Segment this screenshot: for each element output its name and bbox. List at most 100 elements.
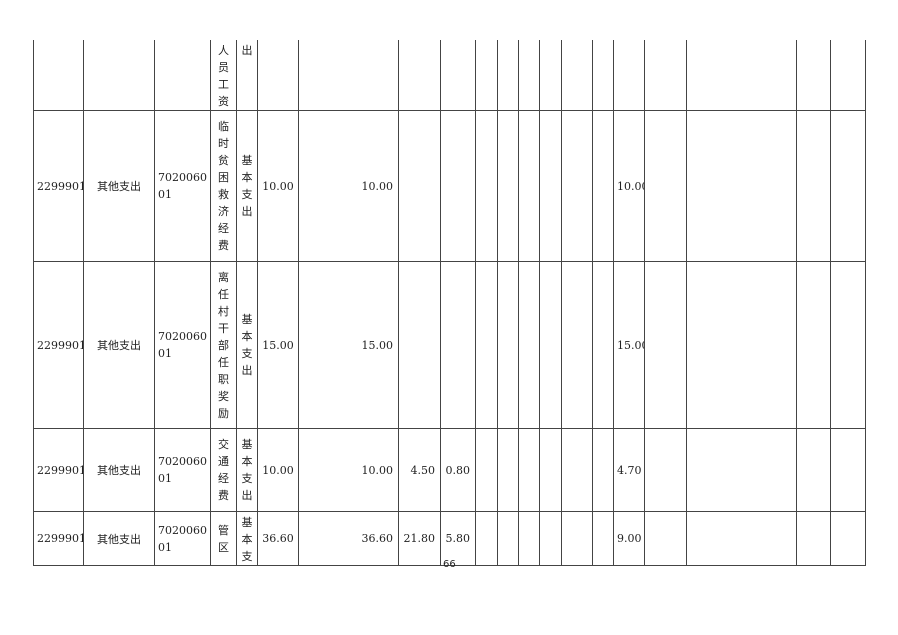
table-row: 2299901 其他支出 702006001 离任村干部任职奖励 基本支出 15.00 15… — [33, 261, 866, 429]
amount-cell — [257, 40, 299, 111]
amount-cell: 10.00 — [613, 110, 645, 262]
subject-name-cell: 其他支出 — [83, 110, 155, 262]
subject-code-cell: 2299901 — [33, 428, 84, 512]
amount-cell — [644, 40, 687, 111]
amount-cell — [561, 261, 593, 429]
amount-cell: 21.80 — [398, 511, 441, 566]
amount-cell — [475, 511, 498, 566]
amount-cell — [475, 110, 498, 262]
subject-name-cell: 其他支出 — [83, 261, 155, 429]
amount-cell — [518, 261, 540, 429]
amount-cell: 15.00 — [613, 261, 645, 429]
amount-cell: 4.50 — [398, 428, 441, 512]
amount-cell: 4.70 — [613, 428, 645, 512]
amount-cell — [796, 511, 831, 566]
amount-cell — [539, 40, 562, 111]
item-name-cell: 离任村干部任职奖励 — [210, 261, 237, 429]
amount-cell — [539, 261, 562, 429]
amount-cell: 15.00 — [298, 261, 399, 429]
amount-cell — [561, 40, 593, 111]
amount-cell — [497, 40, 519, 111]
amount-cell — [398, 110, 441, 262]
subject-code-cell: 2299901 — [33, 511, 84, 566]
item-name-cell-text: 管区 — [218, 523, 229, 554]
amount-cell — [644, 428, 687, 512]
item-name-cell-text: 人员工资 — [218, 44, 229, 108]
amount-cell — [497, 428, 519, 512]
amount-cell: 36.60 — [257, 511, 299, 566]
amount-cell — [796, 40, 831, 111]
expense-type-cell: 基本支出 — [236, 110, 258, 262]
expense-type-cell-text: 基本支出 — [241, 313, 253, 377]
amount-cell — [398, 261, 441, 429]
subject-name-cell — [83, 40, 155, 111]
subject-name-cell: 其他支出 — [83, 428, 155, 512]
expense-type-cell-text: 基本支出 — [241, 438, 253, 502]
table-row: 2299901 其他支出 702006001 临时贫困救济经费 基本支出 10.00 10.… — [33, 110, 866, 262]
amount-cell — [830, 428, 866, 512]
project-code-cell — [154, 40, 211, 111]
amount-cell — [398, 40, 441, 111]
amount-cell — [686, 511, 797, 566]
subject-code-cell: 2299901 — [33, 261, 84, 429]
amount-cell — [592, 428, 614, 512]
amount-cell — [686, 261, 797, 429]
amount-cell — [830, 511, 866, 566]
amount-cell: 10.00 — [298, 428, 399, 512]
amount-cell — [440, 110, 476, 262]
amount-cell — [497, 110, 519, 262]
amount-cell — [613, 40, 645, 111]
amount-cell — [796, 428, 831, 512]
amount-cell — [475, 261, 498, 429]
table-row: 人员工资 出 — [33, 40, 866, 111]
project-code-cell: 702006001 — [154, 511, 211, 566]
amount-cell: 10.00 — [298, 110, 399, 262]
subject-code-cell: 2299901 — [33, 110, 84, 262]
expense-type-cell: 基本支 — [236, 511, 258, 566]
expense-type-cell: 出 — [236, 40, 258, 111]
table-row: 2299901 其他支出 702006001 管区 基本支 36.60 36.60 21.80… — [33, 511, 866, 566]
amount-cell — [796, 110, 831, 262]
item-name-cell: 人员工资 — [210, 40, 237, 111]
amount-cell — [518, 110, 540, 262]
item-name-cell: 交通经费 — [210, 428, 237, 512]
amount-cell — [539, 110, 562, 262]
amount-cell — [830, 261, 866, 429]
amount-cell — [830, 110, 866, 262]
amount-cell — [592, 511, 614, 566]
amount-cell: 5.80 — [440, 511, 476, 566]
amount-cell — [830, 40, 866, 111]
amount-cell — [539, 511, 562, 566]
project-code-cell: 702006001 — [154, 110, 211, 262]
expense-type-cell-text: 基本支出 — [241, 154, 253, 218]
amount-cell — [686, 110, 797, 262]
amount-cell — [298, 40, 399, 111]
item-name-cell: 临时贫困救济经费 — [210, 110, 237, 262]
amount-cell — [686, 428, 797, 512]
amount-cell — [592, 40, 614, 111]
amount-cell — [592, 261, 614, 429]
project-code-cell: 702006001 — [154, 428, 211, 512]
subject-name-cell: 其他支出 — [83, 511, 155, 566]
subject-code-cell — [33, 40, 84, 111]
budget-table: 人员工资出 2299901 其他支出 702006001 临时贫困救济经费 基本支出 10.… — [33, 40, 866, 566]
amount-cell: 15.00 — [257, 261, 299, 429]
table-row: 2299901 其他支出 702006001 交通经费 基本支出 10.00 10.00 4.… — [33, 428, 866, 512]
amount-cell — [644, 511, 687, 566]
expense-type-cell-text: 出 — [241, 44, 253, 57]
amount-cell — [475, 40, 498, 111]
amount-cell: 9.00 — [613, 511, 645, 566]
amount-cell: 10.00 — [257, 428, 299, 512]
item-name-cell-text: 离任村干部任职奖励 — [218, 270, 229, 420]
amount-cell — [497, 261, 519, 429]
expense-type-cell-text: 基本支 — [241, 516, 253, 563]
amount-cell — [539, 428, 562, 512]
amount-cell — [644, 261, 687, 429]
item-name-cell-text: 临时贫困救济经费 — [218, 120, 229, 252]
amount-cell — [561, 428, 593, 512]
project-code-cell: 702006001 — [154, 261, 211, 429]
amount-cell: 36.60 — [298, 511, 399, 566]
page-number: 66 — [443, 559, 456, 570]
amount-cell — [518, 428, 540, 512]
amount-cell — [644, 110, 687, 262]
